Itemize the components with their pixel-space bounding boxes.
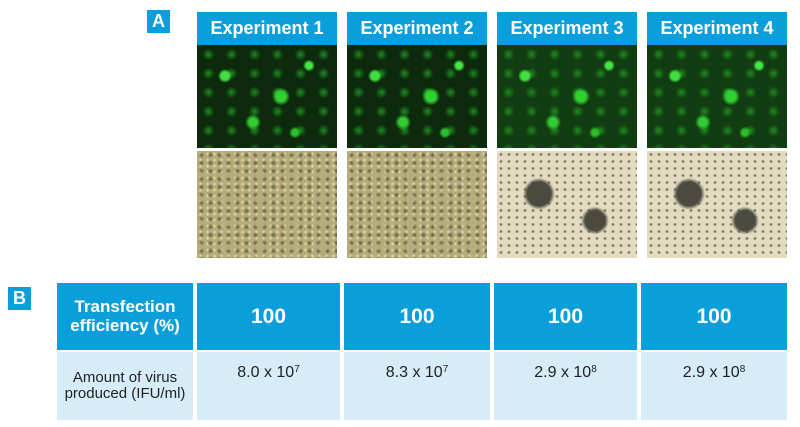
panel-label: B xyxy=(8,287,31,310)
column-header: Experiment 4 xyxy=(647,12,787,45)
table-cell: 100 xyxy=(197,283,340,350)
table-cell: 100 xyxy=(344,283,490,350)
value-exponent: 8 xyxy=(739,364,746,375)
value-base: 8.0 x 10 xyxy=(237,364,295,381)
table-cell: 100 xyxy=(494,283,637,350)
column-header: Experiment 3 xyxy=(497,12,637,45)
table-cell: 2.9 x 10 8 xyxy=(494,352,637,420)
panel-label: A xyxy=(147,10,170,33)
fluorescence-image xyxy=(347,45,487,148)
column-header: Experiment 1 xyxy=(197,12,337,45)
phase-contrast-image xyxy=(497,151,637,258)
value-base: 8.3 x 10 xyxy=(385,364,443,381)
value-base: 2.9 x 10 xyxy=(534,364,592,381)
table-cell: 8.3 x 10 7 xyxy=(344,352,490,420)
value-exponent: 8 xyxy=(591,364,597,375)
row-label: Transfection efficiency (%) xyxy=(57,283,193,350)
column-header: Experiment 2 xyxy=(347,12,487,45)
value-base: 2.9 x 10 xyxy=(682,364,740,381)
phase-contrast-image xyxy=(647,151,787,258)
fluorescence-image xyxy=(497,45,637,148)
table-cell: 8.0 x 10 7 xyxy=(197,352,340,420)
table-cell: 2.9 x 10 8 xyxy=(641,352,787,420)
phase-contrast-image xyxy=(197,151,337,258)
value-exponent: 7 xyxy=(442,364,449,375)
table-cell: 100 xyxy=(641,283,787,350)
row-label: Amount of virus produced (IFU/ml) xyxy=(57,352,193,420)
value-exponent: 7 xyxy=(294,364,300,375)
fluorescence-image xyxy=(647,45,787,148)
fluorescence-image xyxy=(197,45,337,148)
phase-contrast-image xyxy=(347,151,487,258)
